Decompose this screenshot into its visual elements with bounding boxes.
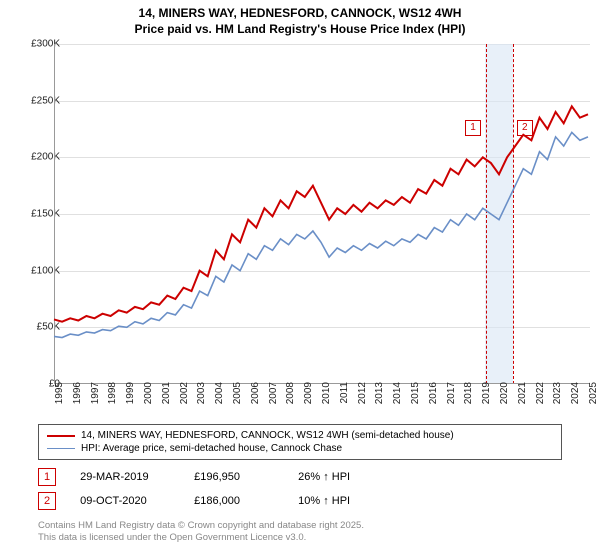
x-tick-label: 2008 [285,382,296,422]
x-tick-label: 2007 [268,382,279,422]
series-property [54,106,588,321]
x-tick-label: 2022 [535,382,546,422]
legend: 14, MINERS WAY, HEDNESFORD, CANNOCK, WS1… [38,424,562,460]
sale-price-2: £186,000 [194,495,274,507]
x-tick-label: 2014 [392,382,403,422]
y-tick-label: £250K [10,95,60,106]
chart-title: 14, MINERS WAY, HEDNESFORD, CANNOCK, WS1… [0,0,600,37]
x-tick-label: 2024 [570,382,581,422]
legend-label-property: 14, MINERS WAY, HEDNESFORD, CANNOCK, WS1… [81,430,454,441]
y-tick-label: £200K [10,152,60,163]
x-tick-label: 2004 [214,382,225,422]
legend-label-hpi: HPI: Average price, semi-detached house,… [81,443,342,454]
disclaimer: Contains HM Land Registry data © Crown c… [38,520,364,545]
legend-swatch-property [47,435,75,437]
x-tick-label: 2013 [374,382,385,422]
sale-date-2: 09-OCT-2020 [80,495,170,507]
x-tick-label: 1997 [90,382,101,422]
x-tick-label: 2018 [463,382,474,422]
title-line-2: Price paid vs. HM Land Registry's House … [0,22,600,38]
sale-date-1: 29-MAR-2019 [80,471,170,483]
x-tick-label: 1999 [125,382,136,422]
x-tick-label: 2016 [428,382,439,422]
y-tick-label: £300K [10,39,60,50]
x-tick-label: 2010 [321,382,332,422]
x-tick-label: 1995 [54,382,65,422]
x-tick-label: 2002 [179,382,190,422]
legend-swatch-hpi [47,448,75,449]
x-tick-label: 2011 [339,382,350,422]
x-tick-label: 1998 [107,382,118,422]
sale-badge-1: 1 [38,468,56,486]
x-tick-label: 2000 [143,382,154,422]
legend-item-hpi: HPI: Average price, semi-detached house,… [47,442,553,455]
x-tick-label: 2021 [517,382,528,422]
x-tick-label: 2020 [499,382,510,422]
x-tick-label: 2009 [303,382,314,422]
x-tick-label: 2023 [552,382,563,422]
x-tick-label: 2019 [481,382,492,422]
y-tick-label: £100K [10,265,60,276]
y-tick-label: £150K [10,209,60,220]
line-series [54,44,590,384]
title-line-1: 14, MINERS WAY, HEDNESFORD, CANNOCK, WS1… [0,6,600,22]
disclaimer-line-1: Contains HM Land Registry data © Crown c… [38,520,364,532]
y-tick-label: £50K [10,322,60,333]
x-tick-label: 2006 [250,382,261,422]
x-tick-label: 2017 [446,382,457,422]
sale-badge-2: 2 [38,492,56,510]
chart-container: 14, MINERS WAY, HEDNESFORD, CANNOCK, WS1… [0,0,600,560]
disclaimer-line-2: This data is licensed under the Open Gov… [38,532,364,544]
x-tick-label: 2015 [410,382,421,422]
legend-item-property: 14, MINERS WAY, HEDNESFORD, CANNOCK, WS1… [47,429,553,442]
sale-delta-1: 26% ↑ HPI [298,471,350,483]
x-tick-label: 2025 [588,382,599,422]
x-tick-label: 2001 [161,382,172,422]
x-tick-label: 1996 [72,382,83,422]
sale-row-2: 2 09-OCT-2020 £186,000 10% ↑ HPI [38,492,350,510]
sale-row-1: 1 29-MAR-2019 £196,950 26% ↑ HPI [38,468,350,486]
x-tick-label: 2003 [196,382,207,422]
x-tick-label: 2012 [357,382,368,422]
x-tick-label: 2005 [232,382,243,422]
sale-price-1: £196,950 [194,471,274,483]
y-tick-label: £0 [10,379,60,390]
sale-delta-2: 10% ↑ HPI [298,495,350,507]
